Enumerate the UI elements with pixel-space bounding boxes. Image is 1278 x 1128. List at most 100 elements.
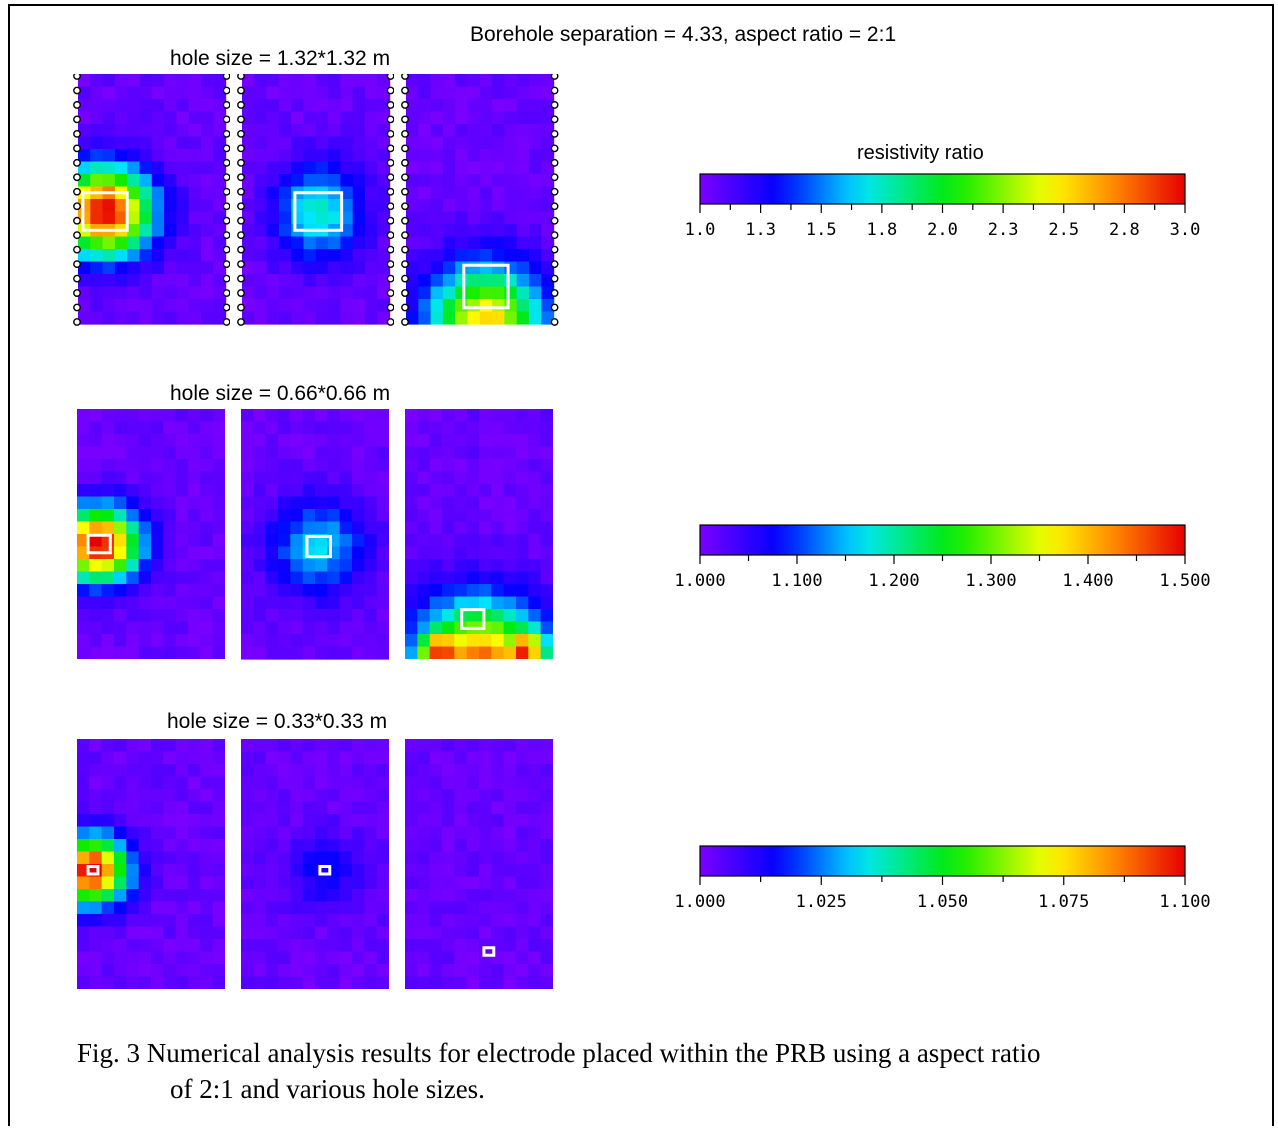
heatmap-cells — [241, 739, 389, 989]
heatmap-cells — [242, 74, 391, 325]
colorbar-tick-label: 1.200 — [868, 571, 920, 591]
electrode-marker — [550, 318, 559, 326]
electrode-marker — [237, 318, 245, 326]
colorbar-tick-label: 1.3 — [745, 220, 776, 240]
electrode-marker — [401, 74, 409, 80]
electrode-marker — [386, 86, 394, 95]
electrode-marker — [386, 260, 394, 269]
heatmap-cells — [406, 74, 555, 325]
hole-outline — [293, 191, 344, 232]
electrode-marker — [222, 318, 230, 326]
electrode-marker — [386, 202, 394, 211]
electrode-marker — [73, 274, 81, 283]
electrode-marker — [237, 303, 245, 312]
electrode-marker — [386, 303, 394, 312]
electrode-marker — [222, 231, 230, 240]
electrode-marker — [222, 216, 230, 225]
electrode-marker — [237, 86, 245, 95]
colorbar-gradient — [699, 845, 1186, 877]
electrode-marker — [550, 303, 559, 312]
colorbar-tick-label: 1.000 — [674, 892, 726, 912]
electrode-marker — [386, 231, 394, 240]
colorbar-tick-label: 1.500 — [1159, 571, 1211, 591]
electrode-marker — [73, 216, 81, 225]
heatmap-panel-row1-right — [401, 74, 559, 326]
electrode-marker — [550, 274, 559, 283]
electrode-marker — [401, 245, 409, 254]
electrode-marker — [222, 173, 230, 182]
electrode-marker — [73, 144, 81, 153]
electrode-marker — [386, 101, 394, 109]
electrode-marker — [386, 187, 394, 196]
colorbar-tick-label: 1.075 — [1038, 892, 1090, 912]
colorbar-tick-label: 1.5 — [805, 220, 837, 240]
electrode-marker — [401, 158, 409, 167]
electrode-marker — [73, 158, 81, 167]
heatmap-panel-row1-left — [73, 74, 230, 326]
electrode-marker — [386, 245, 394, 254]
heatmap-cells — [77, 739, 225, 989]
heatmap-panel-row2-left — [77, 409, 225, 659]
colorbar-tick-label: 1.100 — [1159, 892, 1211, 912]
electrode-marker — [401, 274, 409, 283]
heatmap-panel-row2-center — [241, 409, 389, 660]
hole-outline — [460, 608, 486, 630]
electrode-marker — [401, 303, 409, 312]
colorbar-3 — [699, 845, 1186, 885]
electrode-marker — [73, 231, 81, 240]
heatmap-cells — [241, 409, 389, 660]
electrode-marker — [550, 202, 559, 211]
electrode-marker — [401, 86, 409, 95]
colorbar-tick-label: 1.000 — [674, 571, 726, 591]
electrode-marker — [550, 74, 559, 80]
heatmap-cells — [77, 409, 225, 659]
electrode-marker — [550, 86, 559, 95]
electrode-marker — [386, 289, 394, 297]
row-2-hole-label: hole size = 0.66*0.66 m — [170, 382, 391, 405]
electrode-marker — [401, 260, 409, 269]
electrode-marker — [550, 260, 559, 269]
hole-outline — [462, 263, 510, 310]
electrode-marker — [401, 173, 409, 182]
electrode-marker — [222, 289, 230, 297]
electrode-marker — [237, 231, 245, 240]
electrode-marker — [401, 202, 409, 211]
electrode-marker — [73, 245, 81, 254]
electrode-marker — [73, 115, 81, 124]
electrode-marker — [550, 289, 559, 297]
electrode-marker — [550, 216, 559, 225]
electrode-marker — [550, 129, 559, 138]
electrode-marker — [401, 129, 409, 138]
electrode-marker — [237, 115, 245, 124]
electrode-marker — [550, 158, 559, 167]
colorbar-1 — [699, 173, 1186, 213]
electrode-marker — [73, 74, 81, 80]
electrode-marker — [550, 245, 559, 254]
electrode-marker — [237, 260, 245, 269]
electrode-marker — [237, 144, 245, 153]
colorbar-tick-label: 1.0 — [684, 220, 716, 240]
electrode-marker — [222, 187, 230, 196]
heatmap-panel-row1-center — [237, 74, 394, 326]
electrode-marker — [222, 245, 230, 254]
heatmap-cells — [78, 74, 227, 325]
electrode-marker — [222, 74, 230, 80]
electrode-marker — [386, 173, 394, 182]
heatmap-cells — [405, 739, 553, 989]
electrode-marker — [401, 187, 409, 196]
electrode-marker — [550, 231, 559, 240]
electrode-marker — [222, 101, 230, 109]
colorbar-tick-label: 2.3 — [987, 220, 1019, 240]
electrode-marker — [386, 158, 394, 167]
electrode-marker — [386, 144, 394, 153]
electrode-marker — [222, 129, 230, 138]
electrode-marker — [237, 187, 245, 196]
hole-outline — [482, 946, 496, 957]
colorbar-1-title: resistivity ratio — [857, 142, 984, 164]
electrode-marker — [386, 318, 394, 326]
electrode-marker — [550, 101, 559, 109]
electrode-marker — [237, 274, 245, 283]
hole-outline — [86, 865, 100, 876]
electrode-marker — [73, 129, 81, 138]
electrode-marker — [550, 115, 559, 124]
